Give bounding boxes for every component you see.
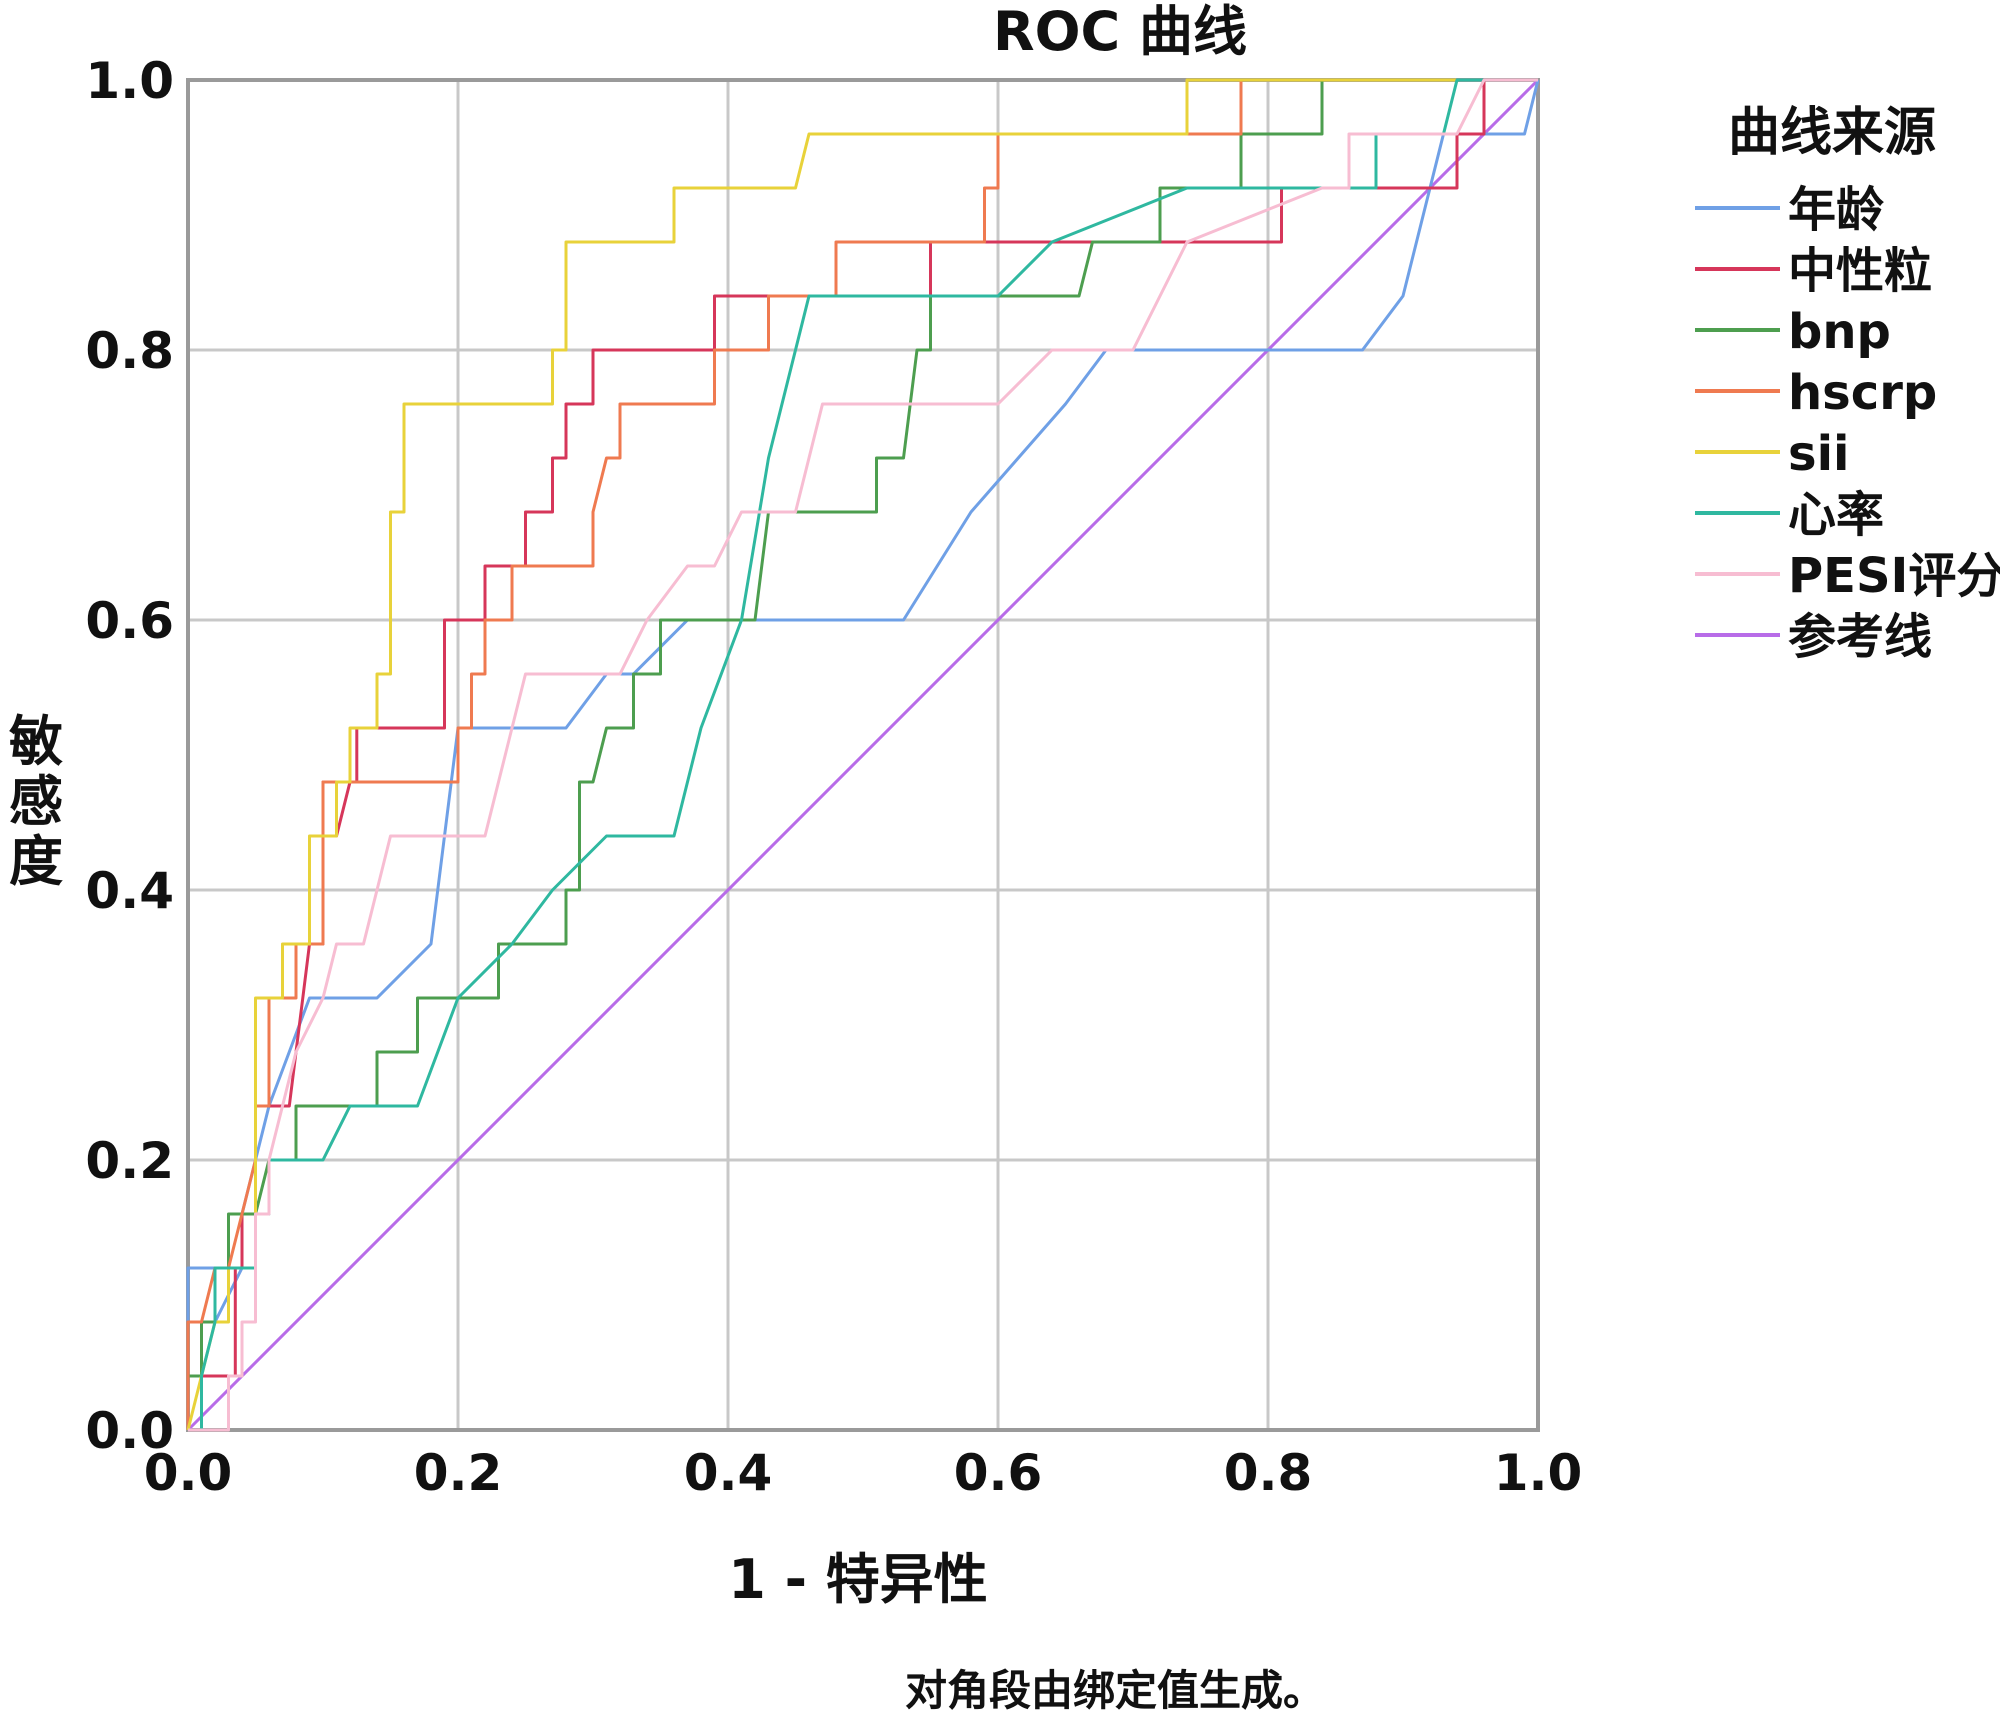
x-axis-label: 1 - 特异性 — [728, 1548, 988, 1611]
legend-label-2: bnp — [1788, 304, 1891, 360]
legend-label-5: 心率 — [1788, 487, 1884, 543]
legend-label-6: PESI评分 — [1788, 548, 2000, 604]
y-tick-label-4: 0.8 — [85, 322, 174, 380]
y-tick-label-3: 0.6 — [85, 592, 174, 650]
series-line-2 — [186, 78, 1538, 1430]
x-tick-label-3: 0.6 — [954, 1444, 1043, 1502]
series-line-6 — [188, 78, 1538, 1432]
x-tick-label-0: 0.0 — [144, 1444, 233, 1502]
series-line-4 — [186, 78, 1538, 1431]
y-tick-label-2: 0.4 — [85, 862, 174, 920]
footnote: 对角段由绑定值生成。 — [905, 1666, 1325, 1715]
y-axis-label: 敏感度 — [9, 710, 63, 893]
y-axis-label-char-0: 敏 — [9, 710, 63, 773]
series-line-0 — [186, 79, 1540, 1430]
x-tick-label-2: 0.4 — [684, 1444, 773, 1502]
series-line-7 — [186, 78, 1540, 1432]
series-line-5 — [188, 78, 1538, 1432]
legend-label-0: 年龄 — [1788, 182, 1884, 238]
legend-label-4: sii — [1788, 426, 1849, 482]
chart-title: ROC 曲线 — [993, 0, 1247, 63]
y-axis-label-group: 敏感度 — [9, 710, 63, 893]
legend-label-1: 中性粒 — [1788, 243, 1932, 299]
legend-label-7: 参考线 — [1788, 609, 1932, 665]
x-tick-label-4: 0.8 — [1224, 1444, 1313, 1502]
series-layer — [186, 78, 1540, 1432]
y-tick-label-1: 0.2 — [85, 1132, 174, 1190]
plot-frame — [186, 78, 1540, 1432]
y-tick-label-0: 0.0 — [85, 1402, 174, 1460]
y-axis-label-char-1: 感 — [9, 770, 63, 833]
legend-label-3: hscrp — [1788, 365, 1937, 421]
x-tick-label-5: 1.0 — [1494, 1444, 1583, 1502]
y-tick-label-5: 1.0 — [85, 52, 174, 110]
axis-ticks: 0.0 0.2 0.4 0.6 0.8 1.0 0.0 0.2 0.4 0.6 0.8 1.0 — [85, 52, 1582, 1502]
x-tick-label-1: 0.2 — [414, 1444, 503, 1502]
y-axis-label-char-2: 度 — [9, 830, 63, 893]
legend-title: 曲线来源 — [1728, 103, 1936, 163]
